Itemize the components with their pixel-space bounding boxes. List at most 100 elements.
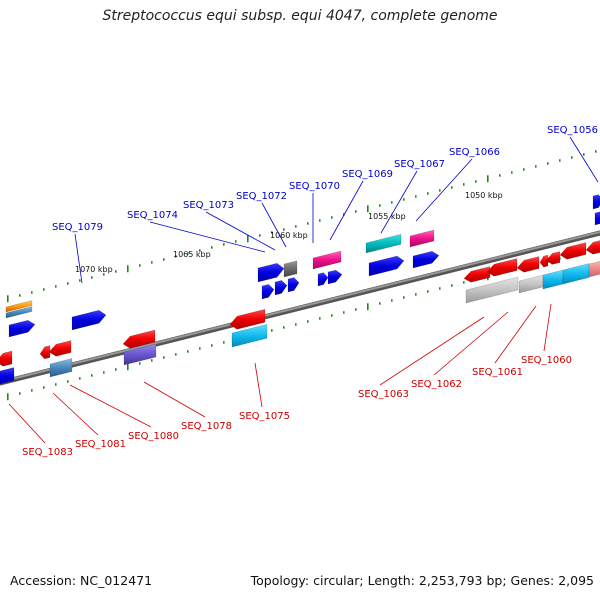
accession-text: Accession: NC_012471 [10,573,153,588]
forward-gene [368,255,405,277]
forward-gene [592,194,600,210]
scale-tick-upper [163,258,165,261]
scale-label-1065: 1065 kbp [173,250,211,259]
forward-gene [257,262,285,283]
leader-line-seq_1075 [254,362,263,408]
scale-tick-lower [151,359,153,362]
scale-tick-upper [475,180,477,183]
gene-label-seq_1075: SEQ_1075 [239,411,290,422]
gene-label-seq_1062: SEQ_1062 [411,379,462,390]
scale-tick-lower [79,377,81,380]
scale-tick-lower [127,363,129,371]
reverse-gene [486,258,518,277]
scale-tick-upper [43,288,45,291]
forward-gene [71,309,107,331]
scale-tick-upper [499,174,501,177]
scale-label-1055: 1055 kbp [368,212,406,221]
scale-tick-upper [511,171,513,174]
scale-tick-upper [487,175,489,183]
scale-tick-upper [559,159,561,162]
reverse-gene [123,343,157,366]
reverse-gene [231,323,268,348]
scale-tick-lower [271,329,273,332]
scale-tick-lower [19,392,21,395]
scale-tick-lower [295,323,297,326]
feature-layer [0,194,600,385]
gene-label-seq_1056: SEQ_1056 [547,125,598,136]
reverse-gene [49,358,73,378]
scale-tick-lower [43,386,45,389]
gene-label-seq_1066: SEQ_1066 [449,147,500,158]
forward-gene [287,277,300,293]
forward-gene [312,250,342,270]
scale-tick-upper [223,243,225,246]
gene-label-seq_1073: SEQ_1073 [183,200,234,211]
scale-tick-upper [127,265,129,273]
leader-line-seq_1080 [69,384,152,428]
scale-label-1060: 1060 kbp [270,231,308,240]
reverse-gene [542,269,564,290]
scale-tick-lower [187,350,189,353]
reverse-gene [229,308,266,330]
scale-tick-lower [67,380,69,383]
leader-line-seq_1073 [205,211,276,251]
scale-tick-upper [547,162,549,165]
gene-label-seq_1078: SEQ_1078 [181,421,232,432]
scale-tick-lower [319,317,321,320]
scale-tick-upper [115,270,117,273]
gene-label-seq_1069: SEQ_1069 [342,169,393,180]
scale-tick-upper [295,225,297,228]
scale-tick-upper [379,204,381,207]
scale-tick-upper [427,192,429,195]
scale-tick-lower [343,311,345,314]
scale-tick-lower [355,308,357,311]
scale-tick-upper [523,168,525,171]
reverse-gene [39,345,51,360]
reverse-gene [518,274,544,294]
forward-gene [365,233,402,254]
leader-line-seq_1063 [379,316,485,386]
scale-tick-upper [331,216,333,219]
scale-tick-lower [403,296,405,299]
scale-tick-lower [427,290,429,293]
scale-tick-lower [307,320,309,323]
scale-tick-upper [79,279,81,282]
forward-gene [8,319,36,338]
scale-tick-lower [415,293,417,296]
reverse-gene [0,350,13,367]
scale-tick-upper [439,189,441,192]
scale-tick-lower [367,303,369,311]
scale-tick-upper [307,222,309,225]
scale-tick-lower [283,326,285,329]
reverse-gene [122,329,156,349]
forward-gene [274,280,288,296]
scale-label-1050: 1050 kbp [465,191,503,200]
scale-tick-upper [403,198,405,201]
scale-tick-lower [55,383,57,386]
scale-tick-lower [199,347,201,350]
forward-gene [317,272,329,287]
leader-line-seq_1060 [543,303,552,352]
gene-label-seq_1063: SEQ_1063 [358,389,409,400]
scale-tick-upper [187,252,189,255]
forward-gene [5,306,33,319]
reverse-gene [588,260,600,278]
scale-label-1070: 1070 kbp [75,265,113,274]
gene-label-seq_1081: SEQ_1081 [75,439,126,450]
scale-tick-lower [139,362,141,365]
forward-gene [594,211,600,226]
genome-title: Streptococcus equi subsp. equi 4047, com… [102,8,498,24]
scale-tick-upper [283,228,285,231]
scale-tick-upper [415,195,417,198]
scale-tick-lower [31,389,33,392]
forward-gene [327,269,343,285]
scale-tick-lower [439,287,441,290]
genome-backbone-highlight [0,230,600,384]
reverse-gene [465,276,519,304]
reverse-gene [559,242,587,260]
scale-tick-upper [151,261,153,264]
gene-label-seq_1061: SEQ_1061 [472,367,523,378]
gene-label-seq_1080: SEQ_1080 [128,431,179,442]
scale-tick-upper [247,235,249,243]
